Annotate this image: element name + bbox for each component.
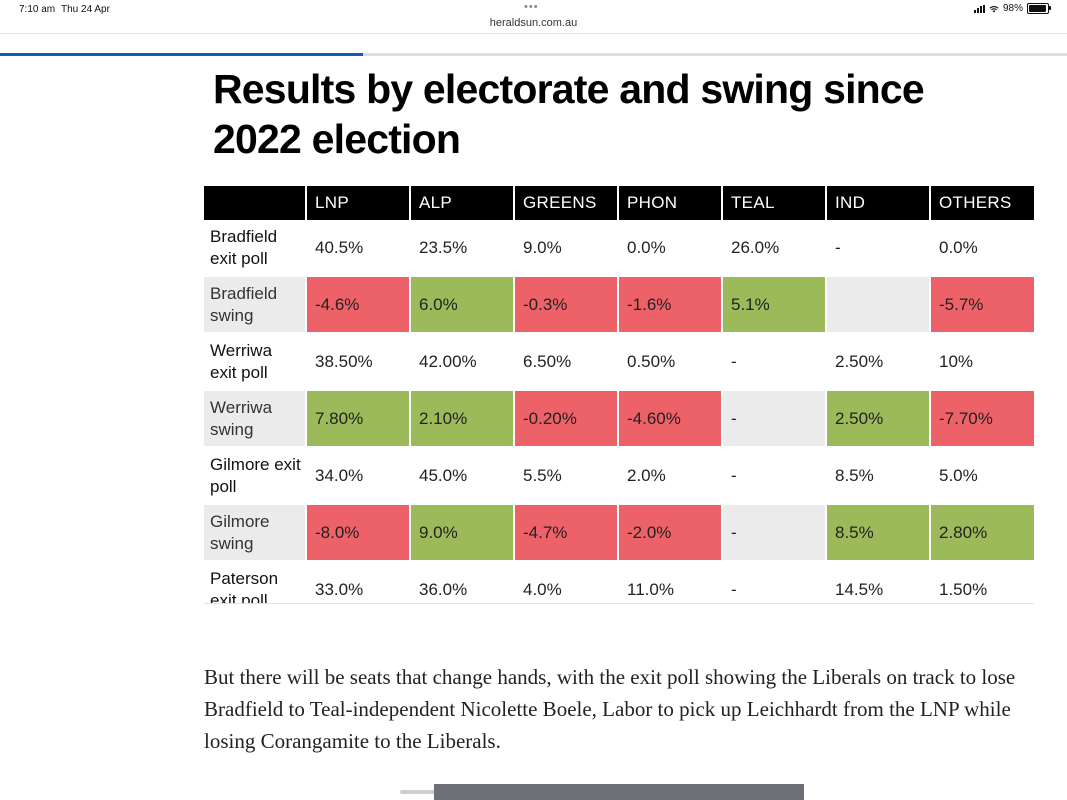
table-header-row: LNP ALP GREENS PHON TEAL IND OTHERS: [204, 186, 1034, 220]
table-row: Werriwa exit poll 38.50% 42.00% 6.50% 0.50% -…: [204, 333, 1034, 391]
row-label: Gilmore swing: [204, 504, 307, 562]
cell-phon: 11.0%: [618, 561, 723, 603]
cell-phon: -2.0%: [618, 504, 723, 562]
cell-others: -5.7%: [930, 276, 1034, 334]
article-heading: Results by electorate and swing since 20…: [213, 66, 925, 162]
cell-others: 10%: [930, 333, 1034, 391]
cell-greens: 6.50%: [514, 333, 619, 391]
toolbar-divider: [0, 33, 1067, 34]
cell-greens: 9.0%: [514, 220, 619, 277]
header-greens: GREENS: [514, 186, 619, 220]
cell-ind: 8.5%: [826, 447, 931, 505]
header-others: OTHERS: [930, 186, 1034, 220]
cell-lnp: 38.50%: [306, 333, 411, 391]
header-lnp: LNP: [306, 186, 411, 220]
cell-greens: 4.0%: [514, 561, 619, 603]
cell-phon: -1.6%: [618, 276, 723, 334]
header-alp: ALP: [410, 186, 515, 220]
address-bar-url[interactable]: heraldsun.com.au: [489, 17, 578, 29]
row-label: Gilmore exit poll: [204, 447, 307, 505]
header-teal: TEAL: [722, 186, 827, 220]
battery-percentage: 98%: [1002, 3, 1023, 14]
cell-teal: 5.1%: [722, 276, 827, 334]
status-date: Thu 24 Apr: [61, 4, 110, 15]
status-bar: 7:10 am Thu 24 Apr ••• 98%: [0, 0, 1067, 18]
cell-greens: -4.7%: [514, 504, 619, 562]
header-electorate: [204, 186, 307, 220]
cell-lnp: 7.80%: [306, 390, 411, 448]
bottom-overlay-bar: [434, 784, 804, 800]
table-divider: [204, 603, 1034, 604]
cell-ind: 2.50%: [826, 390, 931, 448]
cell-alp: 36.0%: [410, 561, 515, 603]
cell-greens: -0.3%: [514, 276, 619, 334]
row-label: Bradfield exit poll: [204, 220, 307, 277]
table-row: Paterson exit poll 33.0% 36.0% 4.0% 11.0% -14…: [204, 561, 1034, 603]
cell-greens: -0.20%: [514, 390, 619, 448]
cell-ind: -: [826, 220, 931, 277]
cell-alp: 45.0%: [410, 447, 515, 505]
cell-alp: 9.0%: [410, 504, 515, 562]
table-row: Werriwa swing 7.80% 2.10% -0.20% -4.60% -2.50…: [204, 390, 1034, 448]
table-row: Gilmore exit poll 34.0% 45.0% 5.5% 2.0% -8.5%…: [204, 447, 1034, 505]
cell-lnp: 33.0%: [306, 561, 411, 603]
cell-others: 2.80%: [930, 504, 1034, 562]
cell-alp: 23.5%: [410, 220, 515, 277]
cell-alp: 2.10%: [410, 390, 515, 448]
cell-ind: 8.5%: [826, 504, 931, 562]
cell-phon: -4.60%: [618, 390, 723, 448]
results-table: LNP ALP GREENS PHON TEAL IND OTHERS Brad…: [204, 186, 1034, 603]
table-row: Bradfield exit poll 40.5% 23.5% 9.0% 0.0% 26.…: [204, 220, 1034, 277]
cell-lnp: -4.6%: [306, 276, 411, 334]
cell-lnp: 34.0%: [306, 447, 411, 505]
table-row: Gilmore swing -8.0% 9.0% -4.7% -2.0% -8.5% 2.8…: [204, 504, 1034, 562]
cell-others: -7.70%: [930, 390, 1034, 448]
cell-alp: 6.0%: [410, 276, 515, 334]
cell-teal: -: [722, 447, 827, 505]
cell-others: 5.0%: [930, 447, 1034, 505]
row-label: Bradfield swing: [204, 276, 307, 334]
cell-alp: 42.00%: [410, 333, 515, 391]
row-label: Werriwa exit poll: [204, 333, 307, 391]
horizontal-scroll-indicator[interactable]: [400, 790, 436, 794]
battery-icon: [1027, 3, 1051, 14]
cell-phon: 0.50%: [618, 333, 723, 391]
cell-phon: 2.0%: [618, 447, 723, 505]
cell-others: 0.0%: [930, 220, 1034, 277]
results-table-container[interactable]: LNP ALP GREENS PHON TEAL IND OTHERS Brad…: [204, 186, 1034, 603]
row-label: Paterson exit poll: [204, 561, 307, 603]
cellular-signal-icon: [973, 4, 985, 13]
table-row: Bradfield swing -4.6% 6.0% -0.3% -1.6% 5.1% -5…: [204, 276, 1034, 334]
multitasking-dots-icon[interactable]: •••: [524, 1, 539, 13]
reading-progress-track: [0, 53, 1067, 56]
row-label: Werriwa swing: [204, 390, 307, 448]
cell-greens: 5.5%: [514, 447, 619, 505]
cell-ind: [826, 276, 931, 334]
cell-others: 1.50%: [930, 561, 1034, 603]
cell-teal: 26.0%: [722, 220, 827, 277]
cell-lnp: 40.5%: [306, 220, 411, 277]
cell-ind: 14.5%: [826, 561, 931, 603]
cell-teal: -: [722, 504, 827, 562]
reading-progress-bar: [0, 53, 363, 56]
cell-teal: -: [722, 390, 827, 448]
article-paragraph: But there will be seats that change hand…: [204, 665, 1016, 753]
cell-teal: -: [722, 561, 827, 603]
header-phon: PHON: [618, 186, 723, 220]
header-ind: IND: [826, 186, 931, 220]
cell-phon: 0.0%: [618, 220, 723, 277]
cell-teal: -: [722, 333, 827, 391]
cell-lnp: -8.0%: [306, 504, 411, 562]
status-time: 7:10 am: [19, 4, 56, 15]
wifi-icon: [989, 5, 999, 12]
cell-ind: 2.50%: [826, 333, 931, 391]
